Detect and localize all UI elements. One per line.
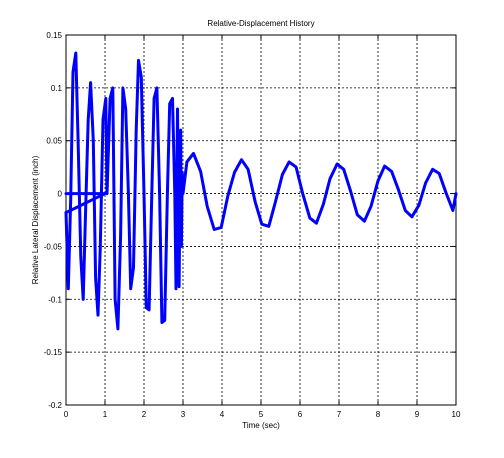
tick-layer: 0 1 2 3 4 5 6 7 8 9 10 0.15 0.1 0.05 0 -0.05 -0.1 -0.15 -0… — [44, 31, 461, 419]
x-tick-label: 0 — [64, 410, 69, 419]
y-tick-label: 0.15 — [46, 31, 62, 40]
chart-title: Relative-Displacement History — [207, 19, 314, 28]
series-line — [64, 51, 458, 331]
y-tick-label: -0.2 — [48, 401, 62, 410]
x-tick-label: 10 — [452, 410, 461, 419]
y-tick-label: 0.05 — [46, 137, 62, 146]
y-axis-label: Relative Lateral Displacement (inch) — [31, 155, 40, 284]
x-tick-label: 3 — [181, 410, 186, 419]
x-tick-label: 5 — [259, 410, 264, 419]
y-tick-label: -0.05 — [44, 242, 63, 251]
x-tick-label: 7 — [337, 410, 342, 419]
y-tick-label: -0.15 — [44, 348, 63, 357]
x-tick-label: 1 — [103, 410, 108, 419]
series-layer — [64, 51, 458, 331]
y-tick-label: -0.1 — [48, 295, 62, 304]
y-tick-label: 0.1 — [51, 84, 63, 93]
x-tick-label: 9 — [415, 410, 420, 419]
x-tick-label: 4 — [220, 410, 225, 419]
x-tick-label: 8 — [376, 410, 381, 419]
x-tick-label: 2 — [142, 410, 147, 419]
x-tick-label: 6 — [298, 410, 303, 419]
x-axis-label: Time (sec) — [242, 421, 280, 430]
y-tick-label: 0 — [58, 190, 63, 199]
